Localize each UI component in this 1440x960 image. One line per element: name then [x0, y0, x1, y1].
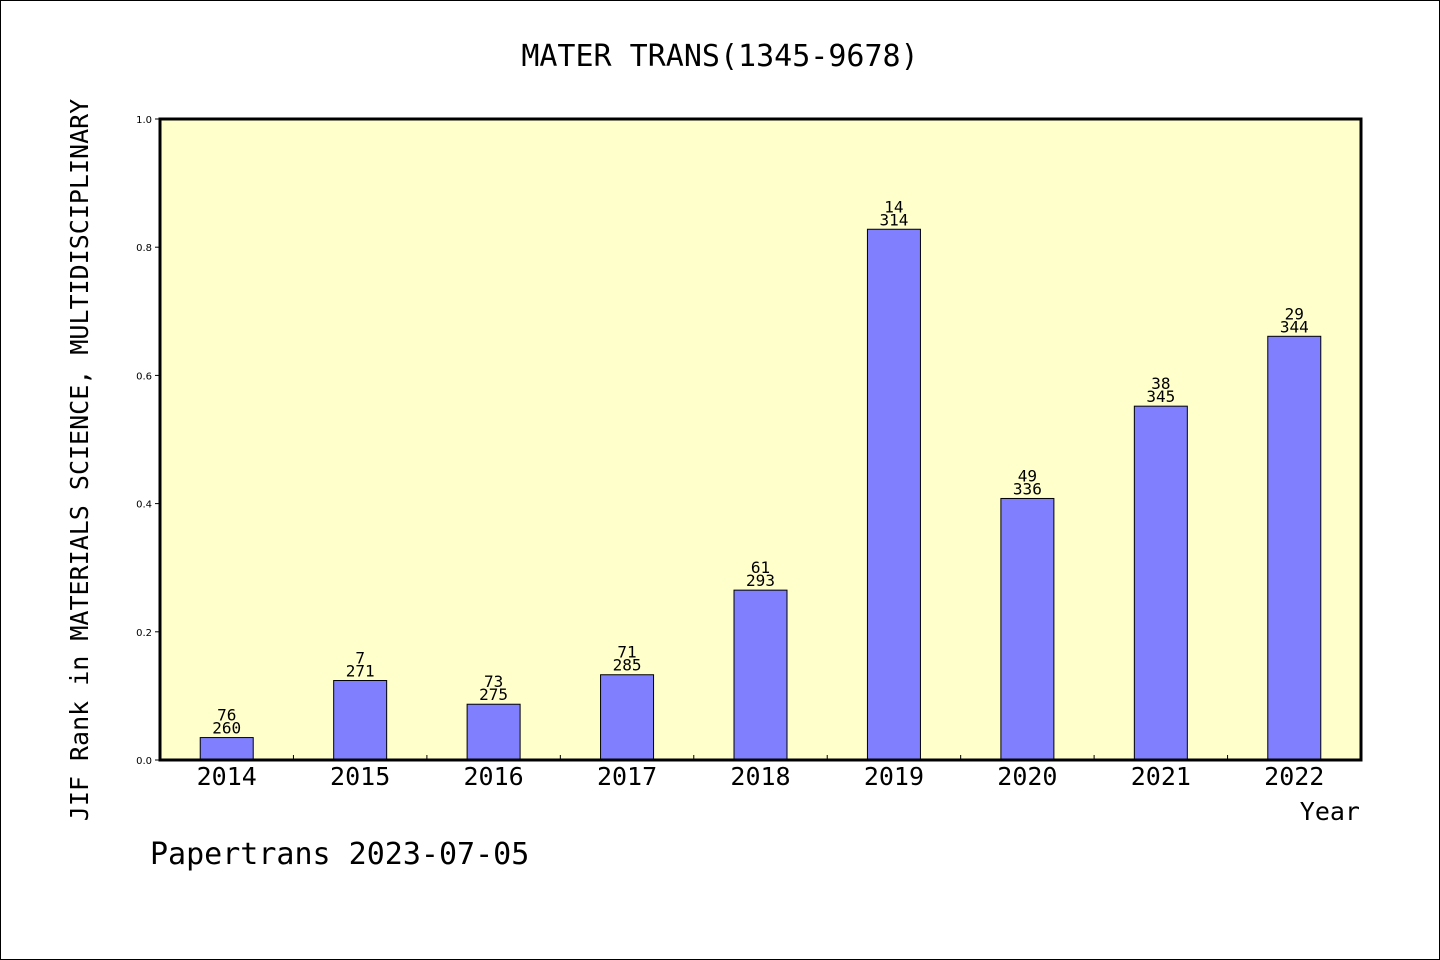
x-tick-label: 2021 — [1131, 762, 1191, 791]
x-tick-label: 2019 — [864, 762, 924, 791]
bar-rank-label: 61 — [751, 558, 770, 577]
bars — [199, 228, 1322, 761]
bar-2016 — [466, 703, 521, 761]
bar-rank-label: 49 — [1018, 466, 1037, 485]
bar-total-label: 336 — [1013, 479, 1042, 498]
x-axis-label: Year — [1300, 797, 1360, 826]
bar-total-label: 271 — [346, 662, 375, 681]
y-tick-label: 0.0 — [136, 756, 152, 767]
bar-2014 — [199, 737, 254, 761]
bar-total-label: 275 — [479, 685, 508, 704]
chart-title: MATER TRANS(1345-9678) — [521, 39, 918, 74]
y-tick-label: 0.2 — [136, 628, 152, 639]
y-axis-label: JIF Rank in MATERIALS SCIENCE, MULTIDISC… — [65, 99, 94, 821]
footer-credit: Papertrans 2023-07-05 — [150, 837, 529, 872]
bar-2021 — [1133, 405, 1188, 761]
bar-rank-label: 76 — [217, 706, 236, 725]
bar-total-label: 260 — [212, 719, 241, 738]
bar-2015 — [333, 680, 388, 761]
x-tick-label: 2018 — [730, 762, 790, 791]
y-axis-ticks: 0.0 0.2 0.4 0.6 0.8 1.0 — [136, 115, 160, 767]
bar-2020 — [1000, 497, 1055, 761]
bar-total-label: 285 — [613, 656, 642, 675]
x-tick-label: 2017 — [597, 762, 657, 791]
y-tick-label: 0.8 — [136, 243, 152, 254]
plot-border — [158, 117, 1363, 762]
bar-rank-label: 38 — [1151, 374, 1170, 393]
bar-rank-label: 14 — [884, 197, 903, 216]
bar-rank-label: 73 — [484, 672, 503, 691]
bar-total-label: 344 — [1280, 317, 1309, 336]
bar-2018 — [733, 589, 788, 761]
bar-2022 — [1267, 335, 1322, 761]
bar-total-label: 293 — [746, 571, 775, 590]
x-axis-ticks: 2014 2015 2016 2017 2018 2019 2020 2021 2022 — [197, 755, 1324, 791]
y-tick-label: 0.6 — [136, 371, 152, 382]
y-tick-label: 1.0 — [136, 115, 152, 126]
x-tick-label: 2014 — [197, 762, 257, 791]
x-tick-label: 2016 — [464, 762, 524, 791]
y-tick-label: 0.4 — [136, 500, 152, 511]
x-tick-label: 2020 — [997, 762, 1057, 791]
x-tick-label: 2022 — [1264, 762, 1324, 791]
bar-rank-label: 71 — [617, 643, 636, 662]
bar-rank-label: 29 — [1285, 304, 1304, 323]
bar-total-label: 345 — [1146, 387, 1175, 406]
bar-total-label: 314 — [879, 210, 908, 229]
bar-2019 — [866, 228, 921, 761]
bar-rank-label: 7 — [355, 649, 365, 668]
bar-2017 — [600, 674, 655, 761]
x-tick-label: 2015 — [330, 762, 390, 791]
